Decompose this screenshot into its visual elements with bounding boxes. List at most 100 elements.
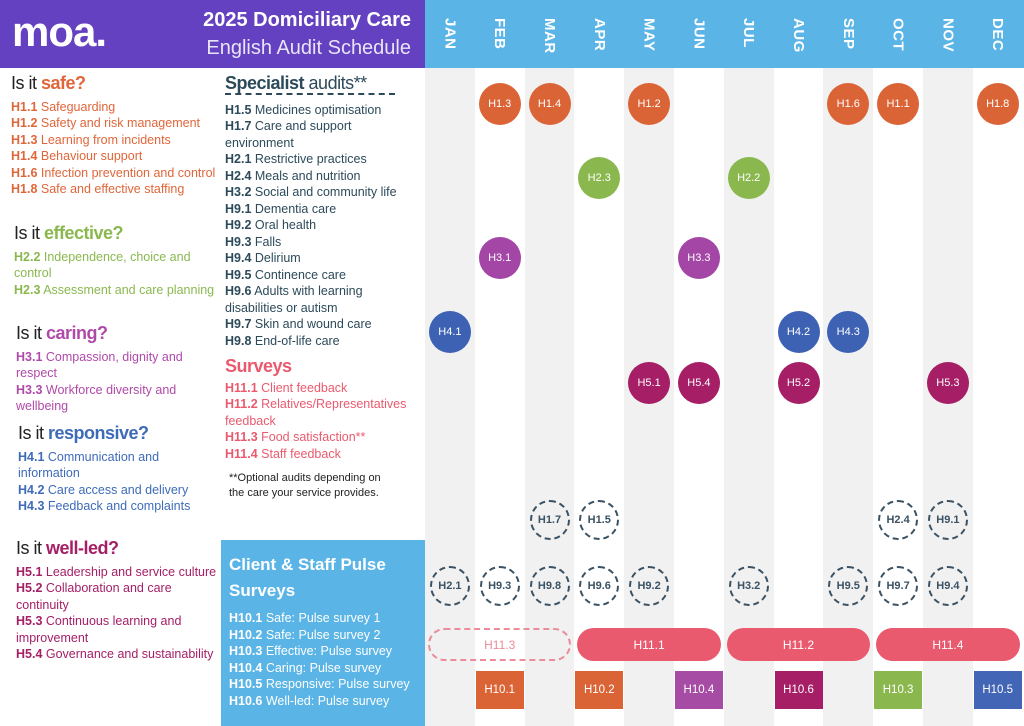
audit-circle: H4.3: [827, 311, 870, 353]
standard-item: H2.2 Independence, choice and control: [14, 249, 218, 282]
item-text: Relatives/Representatives feedback: [225, 397, 407, 428]
item-code: H1.8: [11, 182, 38, 196]
item-code: H3.3: [16, 382, 43, 397]
standard-item: H3.3 Workforce diversity and wellbeing: [16, 382, 218, 415]
item-code: H1.1: [11, 99, 38, 114]
section-responsive: Is it responsive? H4.1 Communication and …: [18, 424, 218, 515]
heading-prefix: Is it: [14, 223, 45, 243]
audit-circle: H1.8: [976, 83, 1019, 125]
item-code: H5.2: [16, 581, 43, 595]
item-text: Food satisfaction**: [257, 430, 366, 444]
header-banner: moa. 2025 Domiciliary Care English Audit…: [0, 0, 425, 68]
item-code: H9.3: [225, 234, 252, 249]
specialist-audit-circle: H9.3: [479, 566, 520, 606]
pulse-item: H10.3 Effective: Pulse survey: [229, 643, 417, 660]
specialist-audit-circle: H9.1: [927, 500, 968, 540]
standard-item: H1.2 Safety and risk management: [11, 115, 218, 132]
audit-circle: H1.6: [827, 83, 870, 125]
pulse-survey-block: H10.3: [874, 671, 923, 709]
item-text: Client feedback: [257, 380, 348, 395]
item-code: H4.3: [18, 499, 45, 513]
heading-prefix: Is it: [11, 73, 42, 93]
item-code: H10.3: [229, 644, 263, 658]
specialist-item: H9.2 Oral health: [225, 217, 423, 234]
section-safe: Is it safe? H1.1 Safeguarding H1.2 Safety …: [11, 73, 218, 198]
item-code: H9.1: [225, 201, 252, 216]
heading-keyword: effective?: [44, 223, 124, 243]
standard-item: H1.3 Learning from incidents: [11, 132, 218, 149]
specialist-heading: Specialist audits**: [225, 74, 395, 95]
item-code: H10.5: [229, 677, 263, 691]
page-title: 2025 Domiciliary Care: [203, 9, 411, 31]
item-code: H10.6: [229, 693, 263, 708]
section-heading: Is it well-led?: [16, 538, 218, 558]
item-code: H4.1: [18, 449, 45, 464]
month-label: JUL: [724, 18, 774, 62]
specialist-item: H9.6 Adults with learning disabilities o…: [225, 283, 423, 316]
item-code: H2.4: [225, 168, 252, 183]
pulse-survey-block: H10.1: [475, 671, 524, 709]
audit-circle: H1.4: [528, 83, 571, 125]
standard-item: H5.2 Collaboration and care continuity: [16, 580, 218, 613]
item-text: Safe: Pulse survey 1: [262, 611, 381, 625]
item-code: H1.6: [11, 165, 38, 180]
month-text: MAR: [540, 18, 558, 54]
survey-item: H11.1 Client feedback: [225, 380, 423, 397]
specialist-item: H9.8 End-of-life care: [225, 333, 423, 350]
heading-prefix: Is it: [16, 538, 47, 558]
item-text: Continence care: [251, 267, 346, 282]
month-text: DEC: [989, 18, 1007, 52]
item-text: Feedback and complaints: [44, 499, 191, 513]
pulse-surveys-box: Client & Staff Pulse Surveys H10.1 Safe:…: [221, 540, 425, 726]
audit-circle: H1.3: [478, 83, 521, 125]
pulse-item: H10.1 Safe: Pulse survey 1: [229, 610, 417, 627]
month-text: JUN: [690, 18, 708, 50]
item-code: H10.4: [229, 660, 263, 675]
item-text: Social and community life: [251, 185, 397, 199]
section-heading: Is it responsive?: [18, 424, 218, 442]
audit-circle: H4.2: [777, 311, 820, 353]
item-text: Leadership and service culture: [42, 564, 217, 579]
item-text: Independence, choice and control: [14, 249, 191, 281]
item-code: H11.2: [225, 397, 258, 411]
standard-item: H1.1 Safeguarding: [11, 99, 218, 116]
item-code: H1.3: [11, 132, 38, 147]
month-text: APR: [590, 18, 608, 52]
item-code: H9.6: [225, 284, 252, 298]
item-text: Responsive: Pulse survey: [262, 677, 410, 691]
month-text: MAY: [640, 18, 658, 52]
month-text: SEP: [839, 18, 857, 50]
audit-circle: H1.1: [877, 83, 920, 125]
survey-item: H11.4 Staff feedback: [225, 446, 423, 463]
item-code: H3.1: [16, 349, 43, 364]
specialist-audit-circle: H9.7: [878, 566, 919, 606]
section-caring: Is it caring? H3.1 Compassion, dignity an…: [16, 323, 218, 415]
item-text: Safeguarding: [37, 99, 116, 114]
month-label: FEB: [475, 18, 525, 62]
item-text: Delirium: [251, 251, 301, 265]
specialist-item: H1.5 Medicines optimisation: [225, 102, 423, 119]
standard-item: H4.1 Communication and information: [18, 449, 218, 482]
specialist-audit-circle: H9.6: [579, 566, 620, 606]
month-label: AUG: [774, 18, 824, 62]
month-text: JAN: [441, 18, 459, 50]
standard-item: H1.8 Safe and effective staffing: [11, 181, 218, 198]
specialist-item: H9.4 Delirium: [225, 250, 423, 267]
heading-keyword: caring?: [46, 323, 108, 343]
audit-circle: H3.3: [677, 237, 720, 279]
item-text: Staff feedback: [257, 446, 341, 461]
specialist-item: H9.1 Dementia care: [225, 201, 423, 218]
item-text: Caring: Pulse survey: [262, 660, 382, 675]
item-code: H1.7: [225, 119, 252, 133]
item-text: Communication and information: [18, 449, 160, 481]
specialist-item: H1.7 Care and support environment: [225, 118, 423, 151]
item-text: Compassion, dignity and respect: [16, 349, 183, 381]
specialist-audit-circle: H1.7: [529, 500, 570, 540]
month-column: [524, 68, 575, 726]
item-text: Meals and nutrition: [251, 168, 361, 183]
standard-item: H4.2 Care access and delivery: [18, 482, 218, 499]
item-code: H9.5: [225, 267, 252, 282]
section-effective: Is it effective? H2.2 Independence, choic…: [14, 223, 218, 298]
specialist-audit-circle: H2.4: [878, 500, 919, 540]
standard-item: H5.4 Governance and sustainability: [16, 646, 218, 663]
